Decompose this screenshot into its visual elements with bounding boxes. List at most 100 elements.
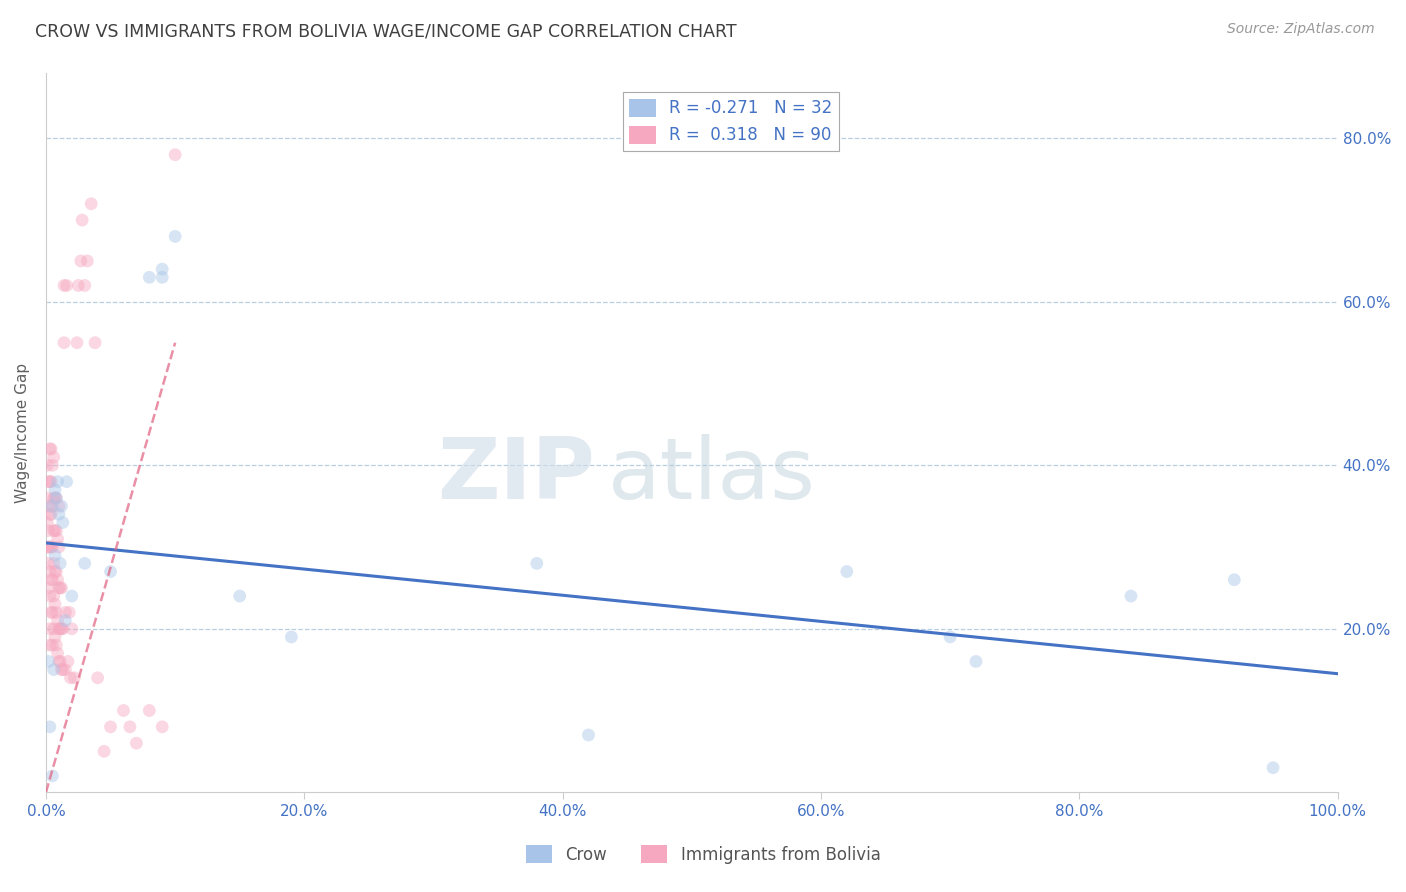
Point (60, 589, 83, 603)
Point (48, 655, 70, 669)
Point (38, 557, 60, 571)
Point (80, 196, 103, 211)
Point (73, 557, 96, 571)
Point (38, 475, 60, 489)
Point (41, 638, 63, 652)
Point (37, 458, 59, 473)
Point (41, 573, 63, 587)
Point (44, 483, 66, 497)
Point (49, 581, 72, 595)
Point (46, 475, 69, 489)
Point (51, 622, 73, 636)
Point (53, 278, 76, 293)
Point (38, 655, 60, 669)
Point (39, 606, 62, 620)
Point (86, 671, 108, 685)
Point (45, 491, 67, 505)
Point (45, 491, 67, 505)
Point (37, 540, 59, 554)
Point (52, 622, 75, 636)
Point (66, 335, 89, 350)
Point (41, 458, 63, 473)
Point (46, 532, 69, 546)
Text: Source: ZipAtlas.com: Source: ZipAtlas.com (1227, 22, 1375, 37)
Point (42, 524, 65, 538)
Point (1223, 573, 1246, 587)
Point (51, 581, 73, 595)
Point (70, 213, 93, 227)
Point (67, 278, 90, 293)
Point (55, 278, 77, 293)
Point (49, 655, 72, 669)
Point (42, 557, 65, 571)
Point (38, 524, 60, 538)
Point (38, 565, 60, 579)
Point (46, 614, 69, 628)
Point (63, 671, 86, 685)
Point (38, 638, 60, 652)
Point (44, 548, 66, 562)
Point (38, 589, 60, 603)
Point (84, 335, 107, 350)
Point (939, 630, 962, 644)
Point (73, 278, 96, 293)
Point (100, 720, 122, 734)
Point (38, 499, 60, 513)
Point (150, 270, 173, 285)
Point (41, 499, 63, 513)
Text: CROW VS IMMIGRANTS FROM BOLIVIA WAGE/INCOME GAP CORRELATION CHART: CROW VS IMMIGRANTS FROM BOLIVIA WAGE/INC… (35, 22, 737, 40)
Point (42, 589, 65, 603)
Point (37, 491, 59, 505)
Point (42, 491, 65, 505)
Point (38, 540, 60, 554)
Legend: R = -0.271   N = 32, R =  0.318   N = 90: R = -0.271 N = 32, R = 0.318 N = 90 (623, 92, 839, 151)
Point (46, 573, 69, 587)
Point (48, 622, 70, 636)
Point (60, 622, 83, 636)
Point (37, 516, 59, 530)
Point (44, 491, 66, 505)
Point (138, 270, 160, 285)
Point (53, 614, 76, 628)
Point (1261, 761, 1284, 775)
Point (48, 540, 70, 554)
Point (38, 508, 60, 522)
Point (38, 475, 60, 489)
Point (39, 573, 62, 587)
Point (52, 516, 75, 530)
Point (38, 720, 60, 734)
Point (42, 622, 65, 636)
Point (280, 630, 302, 644)
Point (44, 597, 66, 611)
Point (1119, 589, 1142, 603)
Point (39, 508, 62, 522)
Point (150, 720, 173, 734)
Point (100, 565, 122, 579)
Point (38, 442, 60, 456)
Point (56, 655, 79, 669)
Point (39, 442, 62, 456)
Point (45, 638, 67, 652)
Text: atlas: atlas (607, 434, 815, 517)
Point (70, 254, 93, 268)
Point (48, 499, 70, 513)
Point (118, 720, 141, 734)
Point (45, 565, 67, 579)
Point (51, 663, 73, 677)
Point (49, 557, 72, 571)
Point (125, 736, 148, 750)
Point (45, 606, 67, 620)
Point (38, 622, 60, 636)
Point (228, 589, 250, 603)
Point (41, 606, 63, 620)
Point (59, 671, 82, 685)
Point (44, 524, 66, 538)
Point (165, 147, 187, 161)
Point (578, 728, 600, 742)
Point (112, 704, 135, 718)
Point (76, 254, 98, 268)
Text: ZIP: ZIP (437, 434, 595, 517)
Point (138, 704, 160, 718)
Point (48, 508, 70, 522)
Point (53, 335, 76, 350)
